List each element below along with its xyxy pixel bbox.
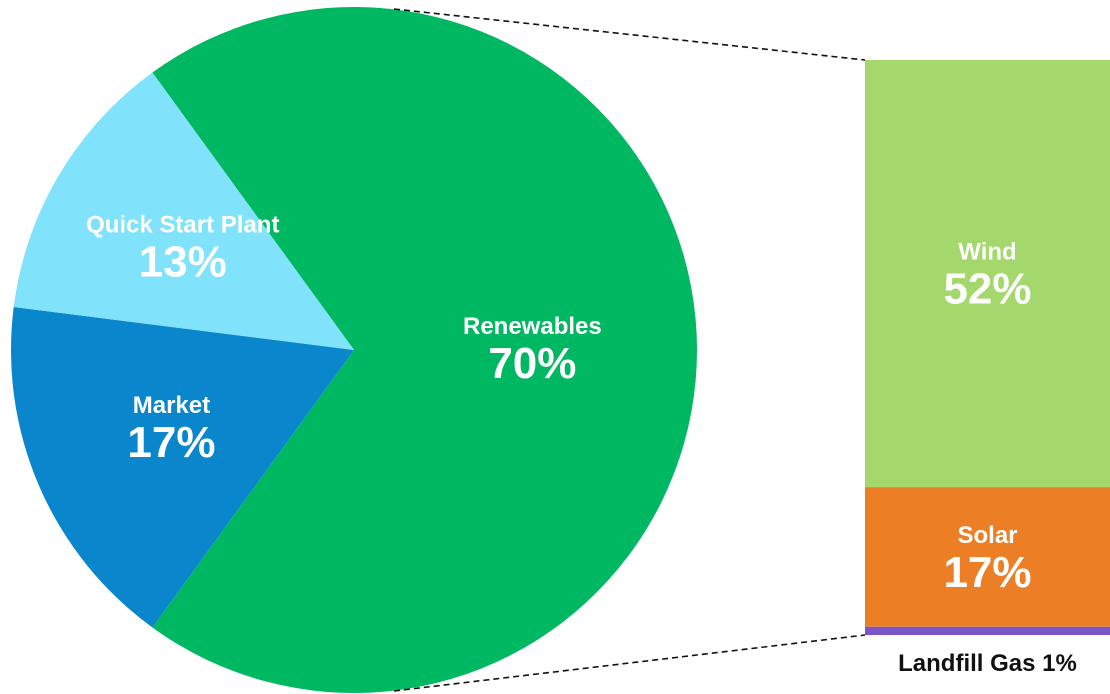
pie-value-quick-start-plant: 13%	[139, 238, 227, 287]
pie-value-renewables: 70%	[488, 339, 576, 388]
bar-value-solar: 17%	[943, 548, 1031, 597]
pie-slice-renewables	[152, 6, 698, 693]
pie-slice-market	[10, 307, 354, 628]
pie-slice-quick-start-plant	[13, 72, 354, 350]
bar-segment-landfill-gas	[865, 626, 1110, 635]
pie-label-market: Market	[133, 392, 210, 419]
pie-value-market: 17%	[127, 418, 215, 467]
connector-bottom	[393, 634, 866, 692]
bar-segment-solar	[865, 487, 1110, 627]
bar-label-landfill-gas: Landfill Gas 1%	[898, 650, 1077, 677]
bar-value-wind: 52%	[943, 265, 1031, 314]
connector-top	[393, 8, 866, 61]
stacked-bar-group	[865, 60, 1110, 635]
bar-segment-wind	[865, 60, 1110, 488]
pie-group	[10, 6, 698, 693]
pie-label-quick-start-plant: Quick Start Plant	[86, 212, 279, 239]
bar-label-solar: Solar	[957, 522, 1017, 549]
connector-lines	[393, 8, 866, 692]
pie-label-renewables: Renewables	[463, 313, 602, 340]
bar-label-wind: Wind	[958, 239, 1016, 266]
